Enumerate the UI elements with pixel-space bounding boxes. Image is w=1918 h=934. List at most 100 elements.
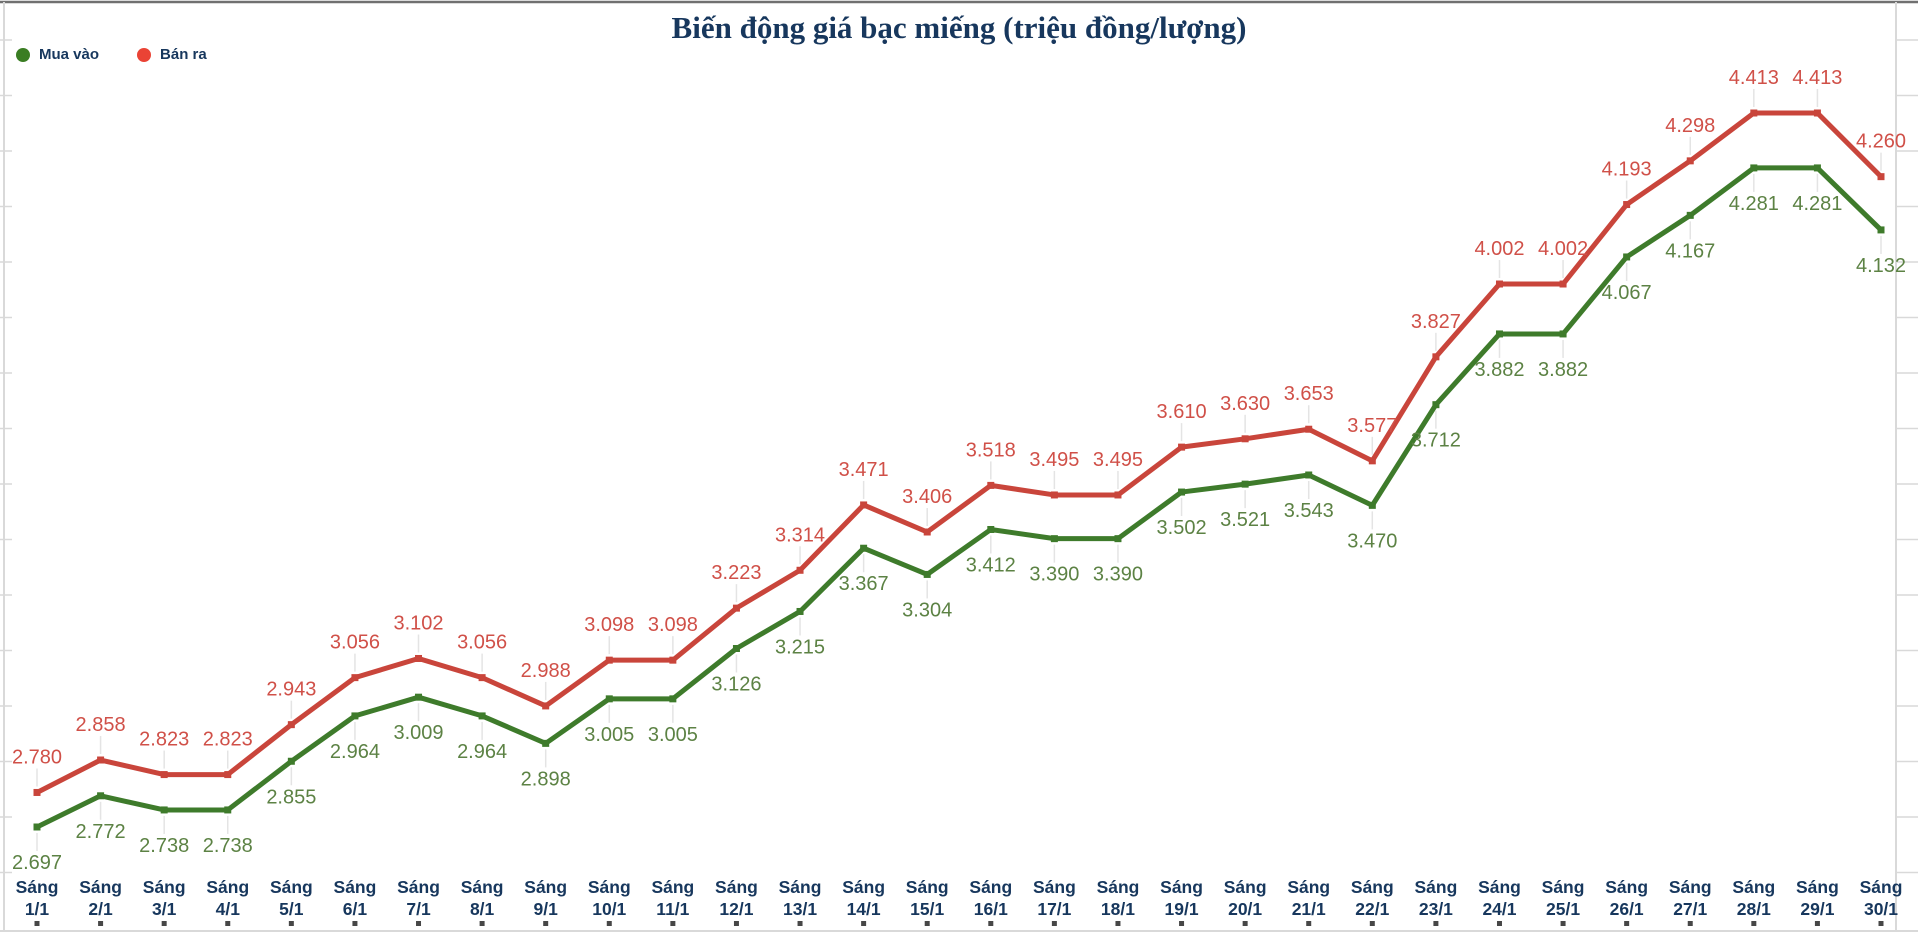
x-axis-tick [1433, 921, 1439, 926]
x-axis-tick [1369, 921, 1375, 926]
label-connectors [36, 89, 1882, 851]
data-point-label: 3.390 [1029, 564, 1079, 586]
ban-ra-labels: 2.780 2.858 2.823 2.823 2.943 3.056 3.102 3.056… [12, 67, 1906, 768]
data-point-label: 2.988 [521, 660, 571, 682]
data-point-marker [860, 501, 868, 509]
x-axis-label: Sáng 17/1 [1033, 877, 1076, 919]
x-axis-tick [543, 921, 549, 926]
data-point-label: 3.304 [902, 599, 952, 621]
data-point-label: 4.132 [1856, 255, 1906, 277]
data-point-marker [415, 654, 423, 662]
data-point-marker [1368, 457, 1376, 465]
x-axis: Sáng 1/1 Sáng 2/1 Sáng 3/1 Sáng 4/1 Sáng 5/1 Sáng 6… [16, 877, 1902, 926]
data-point-marker [1559, 330, 1567, 338]
data-point-label: 3.543 [1284, 500, 1334, 522]
x-axis-label: Sáng 14/1 [842, 877, 885, 919]
data-point-label: 3.098 [648, 614, 698, 636]
data-point-label: 2.858 [76, 714, 126, 736]
data-point-marker [605, 695, 613, 703]
x-axis-tick [606, 921, 612, 926]
data-point-label: 2.823 [139, 729, 189, 751]
x-axis-label: Sáng 29/1 [1796, 877, 1839, 919]
x-axis-label: Sáng 24/1 [1478, 877, 1521, 919]
data-point-label: 4.002 [1474, 238, 1524, 260]
x-axis-label: Sáng 12/1 [715, 877, 758, 919]
x-axis-label: Sáng 23/1 [1414, 877, 1457, 919]
data-point-marker [860, 544, 868, 552]
x-axis-tick [1687, 921, 1693, 926]
data-point-label: 3.406 [902, 486, 952, 508]
x-axis-tick [670, 921, 676, 926]
x-axis-label: Sáng 27/1 [1669, 877, 1712, 919]
data-point-marker [224, 806, 232, 814]
data-point-marker [1813, 109, 1821, 117]
data-point-label: 4.067 [1602, 282, 1652, 304]
x-axis-tick [1751, 921, 1757, 926]
data-point-label: 3.367 [839, 573, 889, 595]
data-point-marker [97, 756, 105, 764]
data-point-marker [1877, 173, 1885, 181]
data-point-label: 3.577 [1347, 415, 1397, 437]
data-point-marker [1495, 330, 1503, 338]
data-point-marker [478, 712, 486, 720]
x-axis-tick [1814, 921, 1820, 926]
x-axis-tick [352, 921, 358, 926]
data-point-marker [923, 528, 931, 536]
data-point-label: 3.005 [584, 724, 634, 746]
data-point-marker [732, 604, 740, 612]
data-point-label: 2.697 [12, 852, 62, 874]
x-axis-label: Sáng 8/1 [461, 877, 504, 919]
data-point-marker [160, 771, 168, 779]
x-axis-label: Sáng 22/1 [1351, 877, 1394, 919]
x-axis-tick [1624, 921, 1630, 926]
ban-ra-series [33, 109, 1885, 796]
data-point-marker [1623, 253, 1631, 261]
data-point-marker [1559, 280, 1567, 288]
x-axis-tick [1878, 921, 1884, 926]
data-point-label: 4.167 [1665, 240, 1715, 262]
data-point-label: 2.964 [457, 741, 507, 763]
data-point-marker [351, 712, 359, 720]
mua-vao-labels: 2.697 2.772 2.738 2.738 2.855 2.964 3.009 2.964… [12, 193, 1906, 874]
data-point-marker [287, 721, 295, 729]
data-point-marker [1813, 164, 1821, 172]
x-axis-label: Sáng 2/1 [79, 877, 122, 919]
data-point-marker [287, 757, 295, 765]
data-point-marker [1305, 471, 1313, 479]
x-axis-label: Sáng 25/1 [1542, 877, 1585, 919]
legend-item-ban-ra[interactable]: Bán ra [137, 46, 207, 63]
data-point-label: 3.098 [584, 614, 634, 636]
x-axis-label: Sáng 18/1 [1097, 877, 1140, 919]
legend-item-mua-vao[interactable]: Mua vào [16, 46, 99, 63]
data-point-label: 3.630 [1220, 393, 1270, 415]
data-point-marker [351, 674, 359, 682]
x-axis-tick [1306, 921, 1312, 926]
x-axis-label: Sáng 20/1 [1224, 877, 1267, 919]
series-line [34, 165, 1884, 830]
data-point-label: 3.102 [393, 612, 443, 634]
data-point-label: 3.471 [839, 459, 889, 481]
data-point-label: 3.009 [393, 722, 443, 744]
x-axis-tick [479, 921, 485, 926]
data-point-marker [1623, 201, 1631, 209]
x-axis-tick [1179, 921, 1185, 926]
data-point-label: 4.193 [1602, 159, 1652, 181]
data-point-label: 2.738 [203, 835, 253, 857]
data-point-label: 4.413 [1792, 67, 1842, 89]
data-point-marker [1114, 491, 1122, 499]
data-point-marker [1686, 157, 1694, 165]
data-point-marker [923, 570, 931, 578]
data-point-label: 3.521 [1220, 509, 1270, 531]
data-point-label: 3.126 [711, 674, 761, 696]
data-point-marker [542, 739, 550, 747]
x-axis-label: Sáng 13/1 [779, 877, 822, 919]
x-axis-label: Sáng 4/1 [206, 877, 249, 919]
mua-vao-series [33, 164, 1885, 831]
x-axis-tick [1051, 921, 1057, 926]
data-point-label: 3.495 [1093, 449, 1143, 471]
x-axis-tick [34, 921, 40, 926]
data-point-label: 2.964 [330, 741, 380, 763]
data-point-marker [669, 695, 677, 703]
